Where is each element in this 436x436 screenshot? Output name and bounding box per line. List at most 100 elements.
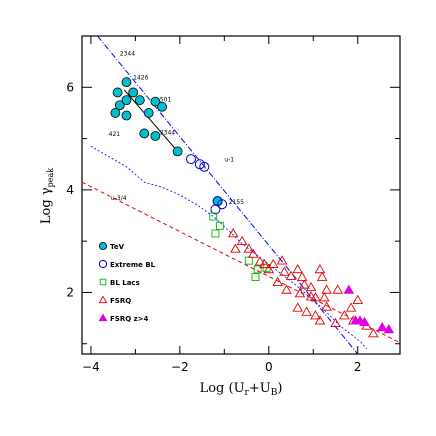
- fsrq-point: [321, 301, 332, 311]
- fsrq_high_z-point: [376, 321, 388, 332]
- fsrq-point: [314, 263, 326, 274]
- legend-marker-extreme_bl: [98, 259, 108, 269]
- plot-frame: [81, 35, 401, 355]
- fsrq-point: [281, 284, 292, 294]
- fsrq-point: [247, 248, 259, 258]
- tev-point: [150, 96, 161, 107]
- tev-point: [121, 77, 132, 88]
- x-tick-label: −4: [82, 360, 100, 374]
- fsrq-point: [305, 281, 317, 292]
- fsrq-point: [321, 284, 332, 294]
- x-tick-label: 0: [265, 360, 273, 374]
- y-tick-label: 4: [66, 183, 74, 197]
- fsrq-point: [243, 243, 255, 253]
- x-axis-label: Log (Ur+UB): [200, 381, 283, 398]
- fsrq-point: [310, 292, 321, 302]
- fsrq-point: [301, 306, 312, 316]
- x-axis-label-sub2: B: [271, 388, 278, 398]
- tev-point: [128, 87, 139, 98]
- fsrq-point: [330, 317, 341, 328]
- model-curve: [90, 145, 367, 350]
- bl_lacs-point: [253, 265, 262, 274]
- legend-marker-fsrq: [98, 295, 108, 304]
- y-axis-label-main: Log γ: [39, 187, 54, 224]
- fsrq_high_z-point: [383, 323, 395, 334]
- legend-label-fsrq_high_z: FSRQ z>4: [110, 315, 149, 323]
- plot-frame-group: [81, 35, 401, 355]
- fsrq-point: [316, 271, 328, 281]
- tev-point: [150, 131, 161, 141]
- fsrq-point: [294, 288, 306, 298]
- tev-point: [114, 100, 125, 111]
- legend-label-extreme_bl: Extreme BL: [110, 261, 156, 269]
- fsrq-point: [267, 258, 279, 269]
- point-annotation: u-1: [224, 157, 234, 164]
- fsrq_high_z-point: [343, 284, 355, 294]
- point-annotation: 1426: [133, 75, 148, 82]
- point-annotation: 2155: [229, 199, 244, 206]
- x-tick-label: −2: [171, 360, 189, 374]
- x-axis-label-end: ): [277, 381, 282, 396]
- legend: TeV Extreme BL BL Lacs FSRQ FSRQ z>4: [98, 241, 156, 323]
- fsrq-point: [345, 302, 357, 312]
- fsrq-point: [319, 292, 330, 302]
- fsrq-point: [254, 256, 266, 266]
- y-tick-label: 6: [66, 80, 74, 94]
- fit-line-black_line: [123, 89, 179, 152]
- tev-point: [121, 110, 132, 121]
- point-annotation: u-3/4: [111, 195, 127, 202]
- tev-point: [134, 95, 145, 106]
- tev-point: [121, 95, 132, 106]
- legend-label-tev: TeV: [110, 243, 125, 251]
- fsrq-point: [368, 328, 379, 338]
- tev-point: [143, 108, 154, 118]
- legend-label-fsrq: FSRQ: [110, 297, 131, 305]
- fsrq-point: [230, 243, 241, 253]
- point-annotation: 2344: [120, 50, 135, 57]
- fsrq-point: [263, 263, 275, 274]
- fsrq-point: [305, 291, 317, 301]
- x-axis-label-mid: +U: [249, 381, 271, 396]
- y-axis-label: Log γpeak: [39, 168, 55, 224]
- bl_lacs-point: [209, 212, 218, 221]
- legend-label-bl_lacs: BL Lacs: [110, 279, 140, 287]
- data-points-layer: [110, 77, 395, 338]
- fsrq-point: [236, 235, 248, 245]
- y-axis-label-sub: peak: [46, 168, 55, 188]
- legend-marker-tev: [99, 241, 108, 250]
- fsrq-point: [339, 310, 350, 320]
- extreme_bl-point: [210, 204, 221, 215]
- fsrq-point: [285, 270, 297, 280]
- fsrq_high_z-point: [359, 316, 370, 327]
- tev-point: [139, 128, 150, 139]
- point-annotation: 421: [109, 131, 121, 138]
- fsrq-point: [292, 302, 303, 312]
- bl_lacs-point: [244, 256, 253, 265]
- extreme_bl-point: [217, 199, 228, 210]
- tev-point: [112, 87, 123, 98]
- x-tick-label: 2: [354, 360, 362, 374]
- fsrq-point: [292, 263, 303, 274]
- bl_lacs-point: [215, 221, 224, 230]
- point-annotation: 501: [160, 97, 172, 104]
- x-axis-label-main: Log (U: [200, 381, 245, 396]
- fsrq-point: [332, 284, 344, 294]
- legend-marker-fsrq_high_z: [98, 313, 108, 322]
- fsrq-point: [227, 228, 239, 238]
- fsrq-point: [352, 294, 364, 304]
- bl_lacs-point: [211, 229, 220, 238]
- fsrq-point: [272, 276, 283, 287]
- tev-point: [172, 146, 183, 157]
- extreme_bl-point: [199, 161, 210, 172]
- fsrq-point: [259, 258, 270, 269]
- axis-ticks-layer: −4 −2 0 2 2 4 6: [66, 36, 400, 374]
- fsrq-point: [296, 271, 308, 281]
- legend-marker-bl_lacs: [99, 278, 107, 286]
- tev-point: [157, 101, 167, 112]
- annotations-layer: 2344 1426 501 421 2344 u-1 2155 u-3/4: [109, 50, 245, 206]
- fsrq-point: [279, 266, 290, 276]
- bl_lacs-point: [251, 273, 260, 282]
- fsrq-point: [299, 279, 310, 289]
- y-tick-label: 2: [66, 285, 74, 299]
- fit-line-blue_line: [97, 35, 359, 355]
